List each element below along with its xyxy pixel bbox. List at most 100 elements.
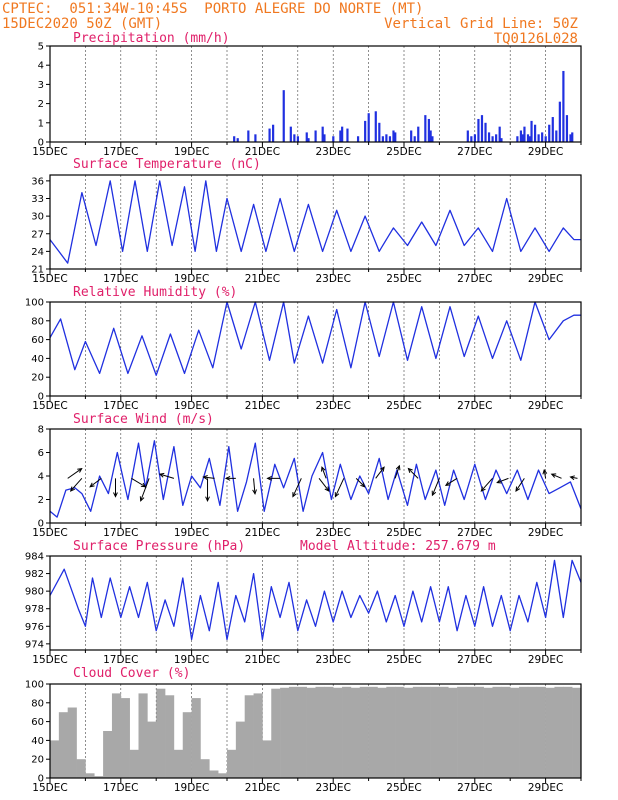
- precipitation-bar: [562, 70, 565, 142]
- y-tick-label: 20: [31, 373, 44, 384]
- cloud-cover-bar: [545, 687, 555, 778]
- x-tick-label: 29DEC: [528, 654, 563, 666]
- y-tick-label: 6: [38, 448, 44, 459]
- y-tick-label: 2: [38, 99, 44, 110]
- cloud-cover-bar: [377, 687, 387, 778]
- surface-wind-line: [49, 440, 582, 518]
- precipitation-bar: [321, 126, 324, 142]
- y-tick-label: 20: [31, 755, 44, 766]
- wind-arrow: [334, 478, 345, 498]
- x-tick-label: 21DEC: [245, 400, 280, 412]
- cloud-cover-bar: [430, 686, 440, 778]
- cloud-cover-bar: [333, 687, 343, 778]
- cloud-cover-bar: [262, 740, 272, 778]
- precipitation-bar: [346, 128, 349, 142]
- cloud-cover-bar: [492, 686, 502, 778]
- wind-arrow: [89, 477, 102, 488]
- cloud-cover-bar: [129, 749, 139, 778]
- x-tick-label: 25DEC: [386, 527, 421, 539]
- cloud-cover-bar: [315, 686, 325, 778]
- cloud-cover-bar: [165, 695, 175, 778]
- y-tick-label: 8: [38, 425, 44, 436]
- y-tick-label: 0: [38, 392, 44, 403]
- precipitation-bar: [498, 126, 501, 142]
- x-tick-label: 15DEC: [32, 654, 67, 666]
- x-tick-label: 23DEC: [315, 527, 350, 539]
- y-tick-label: 982: [25, 569, 44, 580]
- precipitation-bar: [516, 136, 519, 142]
- wind-arrow: [431, 478, 440, 497]
- wind-arrow: [205, 478, 210, 502]
- surface-temperature-panel: Surface Temperature (nC) 21 24 27 30 33 36 15D…: [31, 157, 582, 285]
- y-tick-label: 1: [38, 118, 44, 129]
- surface-pressure-line: [49, 559, 582, 641]
- precipitation-bar: [571, 132, 574, 142]
- y-tick-label: 0: [38, 138, 44, 149]
- wind-arrow: [321, 466, 327, 479]
- x-tick-label: 15DEC: [32, 146, 67, 158]
- cloud-cover-bar: [421, 686, 431, 778]
- x-tick-label: 25DEC: [386, 273, 421, 285]
- precipitation-bar: [378, 122, 381, 142]
- y-tick-label: 40: [31, 354, 44, 365]
- cloud-cover-bar: [412, 686, 422, 778]
- cloud-cover-bar: [324, 686, 334, 778]
- relative-humidity-title: Relative Humidity (%): [73, 285, 237, 300]
- wind-arrow: [266, 475, 281, 481]
- y-tick-label: 4: [38, 472, 44, 483]
- relative-humidity-panel: Relative Humidity (%) 0 20 40 60 80 100 15DEC 1…: [25, 285, 582, 412]
- x-tick-label: 27DEC: [457, 400, 492, 412]
- cloud-cover-bar: [156, 688, 166, 778]
- precipitation-bar: [341, 126, 344, 142]
- x-tick-label: 21DEC: [245, 146, 280, 158]
- x-tick-label: 29DEC: [528, 782, 563, 794]
- wind-arrow: [407, 467, 419, 479]
- x-tick-label: 21DEC: [245, 654, 280, 666]
- x-tick-label: 29DEC: [528, 527, 563, 539]
- wind-arrow: [394, 464, 401, 479]
- precipitation-bar: [537, 134, 540, 142]
- x-tick-label: 19DEC: [174, 654, 209, 666]
- precipitation-bar: [480, 115, 484, 142]
- x-tick-label: 25DEC: [386, 146, 421, 158]
- precipitation-bar: [307, 138, 310, 142]
- wind-arrow: [139, 478, 150, 502]
- cloud-cover-bar: [182, 712, 192, 778]
- wind-arrow: [252, 478, 257, 495]
- surface-wind-title: Surface Wind (m/s): [73, 412, 214, 427]
- precipitation-bar: [427, 118, 430, 142]
- y-tick-label: 36: [31, 176, 44, 187]
- wind-arrow: [480, 478, 493, 492]
- precipitation-title: Precipitation (mm/h): [73, 31, 230, 46]
- cloud-cover-bar: [209, 770, 219, 778]
- panel-frame: [49, 174, 582, 270]
- precipitation-bar: [484, 122, 487, 142]
- x-tick-label: 17DEC: [103, 654, 138, 666]
- panel-frame: [49, 555, 582, 651]
- y-tick-label: 40: [31, 736, 44, 747]
- y-tick-label: 2: [38, 495, 44, 506]
- y-tick-label: 4: [38, 61, 44, 72]
- header-grid-line: Vertical Grid Line: 50Z: [384, 16, 578, 32]
- y-tick-label: 5: [38, 42, 44, 53]
- x-tick-label: 21DEC: [245, 527, 280, 539]
- precipitation-bar: [233, 136, 236, 142]
- precipitation-bar: [236, 138, 239, 142]
- wind-arrow: [496, 477, 509, 484]
- precipitation-bar: [356, 136, 360, 142]
- x-tick-label: 27DEC: [457, 782, 492, 794]
- x-tick-label: 23DEC: [315, 782, 350, 794]
- header-model-code: TQ0126L028: [493, 31, 578, 47]
- x-tick-label: 15DEC: [32, 400, 67, 412]
- precipitation-bar: [254, 134, 257, 142]
- x-tick-label: 23DEC: [315, 400, 350, 412]
- y-tick-label: 60: [31, 717, 44, 728]
- x-tick-label: 21DEC: [245, 273, 280, 285]
- precipitation-bar: [569, 134, 572, 142]
- precipitation-bar: [523, 126, 526, 142]
- cloud-cover-bar: [359, 686, 369, 778]
- x-tick-label: 29DEC: [528, 273, 563, 285]
- cloud-cover-bar: [368, 686, 378, 778]
- cloud-cover-bar: [191, 698, 201, 778]
